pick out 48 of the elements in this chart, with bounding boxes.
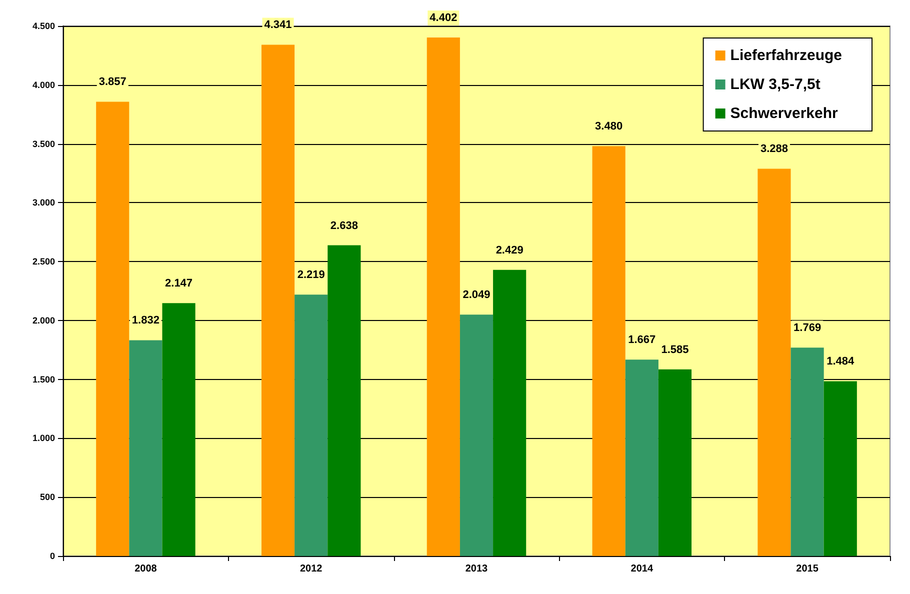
y-tick-label: 1.000	[32, 433, 55, 444]
bar	[758, 168, 791, 556]
data-label: 4.402	[430, 12, 458, 24]
bar	[460, 314, 494, 556]
data-label: 1.667	[628, 334, 656, 346]
data-label: 2.049	[462, 289, 490, 302]
data-label: 2.638	[330, 220, 358, 232]
data-label: 3.857	[98, 76, 126, 88]
bar	[658, 369, 692, 556]
y-tick-label: 2.500	[32, 256, 55, 267]
bar	[129, 340, 162, 556]
bar	[294, 294, 328, 556]
legend-label: Schwerverkehr	[730, 105, 838, 122]
y-tick-label: 3.500	[32, 138, 55, 149]
bar	[790, 348, 824, 556]
y-tick-label: 3.000	[32, 198, 55, 208]
data-label: 1.769	[794, 322, 822, 334]
data-label: 1.484	[826, 356, 856, 368]
data-label: 2.219	[297, 269, 325, 282]
y-tick-label: 4.000	[32, 80, 55, 90]
data-label: 2.429	[496, 244, 524, 256]
bar	[261, 44, 295, 556]
bar	[162, 303, 196, 556]
x-tick-label: 2012	[300, 564, 323, 574]
bar	[328, 245, 361, 556]
bar	[592, 146, 626, 556]
x-tick-label: 2008	[134, 564, 158, 574]
data-label: 3.480	[595, 120, 623, 133]
y-tick-label: 2.000	[32, 315, 55, 326]
y-tick-label: 500	[40, 492, 55, 502]
bar	[96, 102, 130, 556]
y-tick-label: 1.500	[32, 374, 55, 384]
x-tick-label: 2013	[465, 564, 488, 574]
legend-label: LKW 3,5-7,5t	[730, 76, 820, 93]
data-label: 3.288	[760, 143, 788, 156]
bar	[493, 270, 526, 556]
y-tick-label: 4.500	[32, 21, 55, 31]
data-label: 1.585	[661, 344, 689, 356]
legend-label: Lieferfahrzeuge	[730, 47, 842, 64]
y-tick-label: 0	[50, 551, 55, 561]
bar	[824, 381, 857, 556]
bar	[426, 38, 460, 556]
x-tick-label: 2014	[630, 564, 654, 574]
x-tick-label: 2015	[796, 564, 819, 574]
data-label: 1.832	[132, 314, 160, 327]
data-label: 2.147	[165, 278, 193, 290]
bar	[625, 360, 658, 556]
data-label: 4.341	[264, 19, 292, 32]
